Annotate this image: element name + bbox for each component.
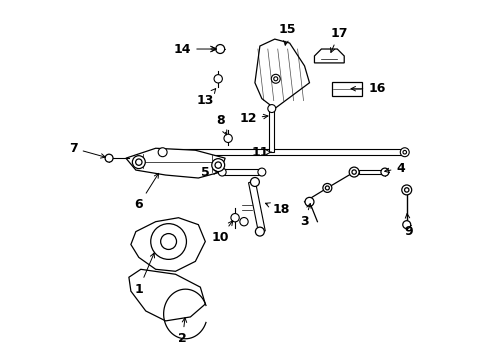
Text: 3: 3 [300,203,310,228]
Text: 4: 4 [384,162,405,175]
Text: 14: 14 [173,42,216,55]
Circle shape [230,213,239,222]
Circle shape [105,154,113,162]
Circle shape [214,75,222,83]
Text: 13: 13 [196,89,215,107]
Circle shape [215,45,224,54]
Text: 5: 5 [201,166,218,179]
Circle shape [271,74,280,83]
Circle shape [348,167,358,177]
Circle shape [267,105,275,113]
Polygon shape [358,170,383,174]
Text: 17: 17 [330,27,347,53]
Polygon shape [314,49,344,63]
Circle shape [305,197,313,206]
Circle shape [211,159,224,172]
Circle shape [150,224,186,260]
Text: 18: 18 [265,203,290,216]
FancyBboxPatch shape [332,82,361,96]
Circle shape [239,217,248,226]
Circle shape [380,168,388,176]
Text: 12: 12 [239,112,267,125]
Circle shape [224,134,232,143]
Text: 15: 15 [278,23,296,45]
Text: 16: 16 [350,82,385,95]
Text: 6: 6 [134,174,158,211]
Circle shape [255,227,264,236]
Polygon shape [126,148,224,178]
Circle shape [401,185,411,195]
Text: 7: 7 [69,142,105,158]
Polygon shape [131,218,205,271]
Text: 11: 11 [251,146,271,159]
Polygon shape [248,181,264,232]
Circle shape [402,221,410,229]
Polygon shape [163,149,403,155]
Circle shape [400,148,408,157]
Circle shape [218,168,225,176]
Text: 9: 9 [404,213,412,238]
Circle shape [132,156,145,168]
Text: 10: 10 [211,221,232,244]
Text: 1: 1 [134,253,154,296]
Polygon shape [269,109,274,152]
Text: 2: 2 [178,318,186,345]
Circle shape [257,168,265,176]
Polygon shape [129,269,205,321]
Polygon shape [222,169,262,175]
Polygon shape [254,39,309,109]
Text: 8: 8 [215,114,226,135]
Circle shape [322,184,331,192]
Circle shape [158,148,167,157]
Circle shape [250,177,259,186]
